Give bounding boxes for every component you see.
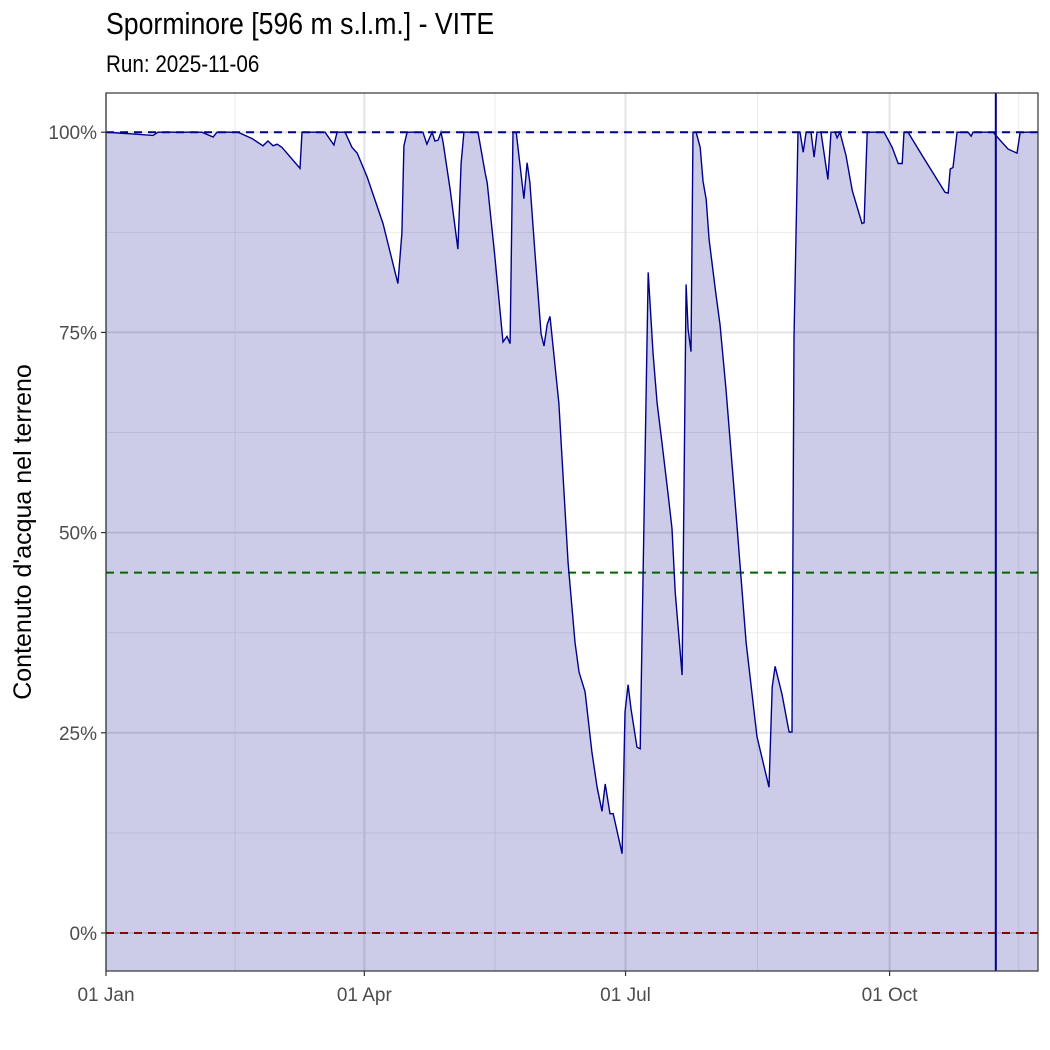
x-tick-label: 01 Oct bbox=[862, 985, 919, 1006]
y-tick-label: 0% bbox=[70, 924, 98, 945]
y-axis-label: Contenuto d'acqua nel terreno bbox=[9, 364, 37, 700]
x-tick-label: 01 Apr bbox=[337, 985, 393, 1006]
chart-title: Sporminore [596 m s.l.m.] - VITE bbox=[106, 6, 495, 41]
series-area bbox=[106, 132, 1038, 971]
panel-border bbox=[105, 92, 1039, 972]
y-tick-label: 50% bbox=[59, 524, 97, 545]
y-tick-label: 75% bbox=[59, 323, 97, 344]
chart-subtitle: Run: 2025-11-06 bbox=[106, 51, 260, 78]
series-line bbox=[106, 129, 1038, 854]
y-tick-label: 100% bbox=[48, 123, 97, 144]
x-tick-label: 01 Jul bbox=[600, 985, 651, 1006]
x-tick-label: 01 Jan bbox=[77, 985, 134, 1006]
axes: 0% 25% 50% 75% 100% 01 Jan 01 Apr 01 Jul 01 Oct bbox=[48, 123, 918, 1006]
y-tick-label: 25% bbox=[59, 724, 97, 745]
